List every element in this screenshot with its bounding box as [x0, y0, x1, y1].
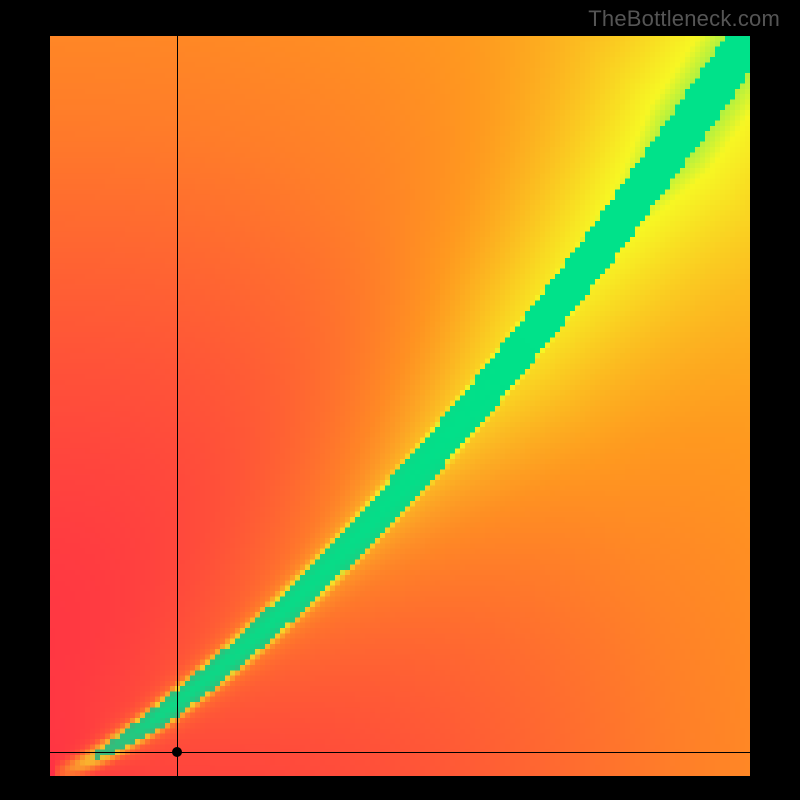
- heatmap-plot: [50, 36, 750, 776]
- watermark-text: TheBottleneck.com: [588, 6, 780, 32]
- heatmap-canvas: [50, 36, 750, 776]
- crosshair-vertical: [177, 36, 178, 776]
- crosshair-horizontal: [50, 752, 750, 753]
- chart-container: { "watermark": "TheBottleneck.com", "lay…: [0, 0, 800, 800]
